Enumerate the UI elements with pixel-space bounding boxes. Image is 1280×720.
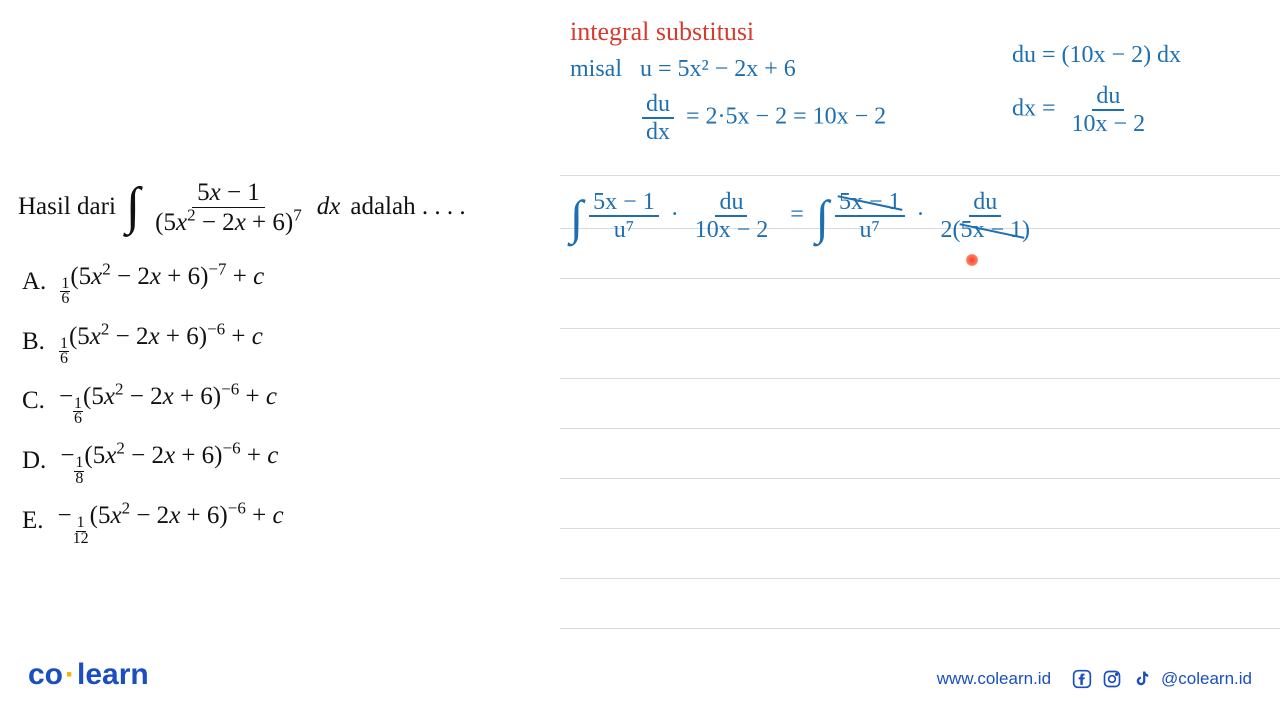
hand-step1: ∫ 5x − 1 u⁷ · du 10x − 2 = ∫ 5x − 1 u⁷ ·… (570, 190, 1034, 242)
options-list: A. 16(5x2 − 2x + 6)−7 + c B. 16(5x2 − 2x… (18, 257, 558, 546)
option-b: B. 16(5x2 − 2x + 6)−6 + c (18, 317, 558, 367)
question: Hasil dari ∫ 5x − 1 (5x2 − 2x + 6)7 dx a… (18, 175, 558, 239)
option-expression: −112(5x2 − 2x + 6)−6 + c (58, 496, 284, 546)
option-label: D. (22, 441, 46, 481)
footer-right: www.colearn.id @colearn.id (937, 668, 1252, 690)
option-e: E. −112(5x2 − 2x + 6)−6 + c (18, 496, 558, 546)
hand-du-eq: du = (10x − 2) dx (1012, 42, 1181, 68)
option-d: D. −18(5x2 − 2x + 6)−6 + c (18, 436, 558, 486)
integral-icon: ∫ (570, 192, 583, 245)
hand-misal: misal (570, 56, 622, 82)
integral-sign: ∫ (126, 184, 140, 231)
dx: dx (317, 187, 341, 227)
rule-line (560, 378, 1280, 379)
facebook-icon[interactable] (1071, 668, 1093, 690)
option-label: E. (22, 501, 44, 541)
hand-dudx: du dx = 2·5x − 2 = 10x − 2 (642, 92, 886, 144)
rule-line (560, 528, 1280, 529)
website-link[interactable]: www.colearn.id (937, 669, 1051, 689)
option-expression: −18(5x2 − 2x + 6)−6 + c (60, 436, 278, 486)
rule-line (560, 628, 1280, 629)
hand-title: integral substitusi (570, 18, 754, 47)
rule-line (560, 328, 1280, 329)
option-a: A. 16(5x2 − 2x + 6)−7 + c (18, 257, 558, 307)
rule-line (560, 278, 1280, 279)
option-expression: 16(5x2 − 2x + 6)−7 + c (60, 257, 264, 307)
hand-dx-eq: dx = du 10x − 2 (1012, 84, 1149, 136)
brand-logo: co·learn (28, 658, 149, 692)
option-expression: 16(5x2 − 2x + 6)−6 + c (59, 317, 263, 367)
integrand-denominator: (5x2 − 2x + 6)7 (150, 208, 307, 235)
rule-line (560, 578, 1280, 579)
option-expression: −16(5x2 − 2x + 6)−6 + c (59, 377, 277, 427)
rule-line (560, 175, 1280, 176)
question-trail: adalah . . . . (350, 187, 465, 227)
question-lead: Hasil dari (18, 187, 116, 227)
social-icons: @colearn.id (1071, 668, 1252, 690)
tiktok-icon[interactable] (1131, 668, 1153, 690)
laser-pointer-icon (966, 254, 978, 266)
option-c: C. −16(5x2 − 2x + 6)−6 + c (18, 377, 558, 427)
integrand-numerator: 5x − 1 (192, 180, 265, 208)
option-label: A. (22, 262, 46, 302)
social-handle[interactable]: @colearn.id (1161, 669, 1252, 689)
page: Hasil dari ∫ 5x − 1 (5x2 − 2x + 6)7 dx a… (0, 0, 1280, 720)
integral-icon: ∫ (816, 192, 829, 245)
option-label: B. (22, 322, 45, 362)
rule-line (560, 428, 1280, 429)
rule-line (560, 478, 1280, 479)
hand-u-def: u = 5x² − 2x + 6 (640, 56, 796, 82)
instagram-icon[interactable] (1101, 668, 1123, 690)
integrand-fraction: 5x − 1 (5x2 − 2x + 6)7 (150, 180, 307, 235)
problem-block: Hasil dari ∫ 5x − 1 (5x2 − 2x + 6)7 dx a… (18, 175, 558, 556)
hand-misal-line: misal u = 5x² − 2x + 6 (570, 56, 796, 82)
option-label: C. (22, 381, 45, 421)
